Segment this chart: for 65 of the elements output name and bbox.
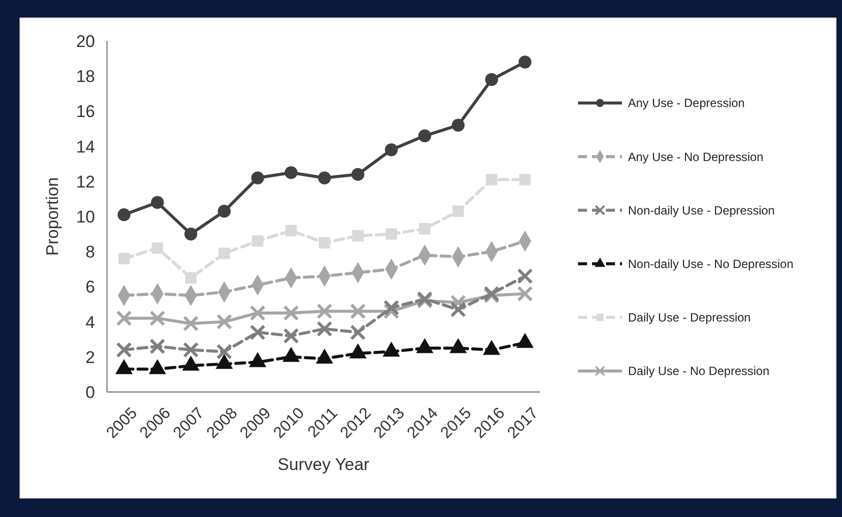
point [351,168,364,181]
legend-label: Daily Use - Depression [628,310,751,325]
point [216,314,232,330]
y-axis-title: Proportion [43,177,62,256]
point [486,174,498,186]
point [283,305,300,321]
point [185,272,197,284]
x-axis-title: Survey Year [278,455,370,474]
y-tick-label: 6 [86,278,95,297]
point [318,237,330,249]
y-tick-label: 0 [86,382,95,402]
point [283,328,300,344]
legend-label: Non-daily Use - No Depression [628,257,794,271]
point [118,252,130,264]
point [182,342,199,358]
point [116,310,132,326]
point [519,174,531,186]
legend-label: Any Use - No Depression [628,150,764,164]
point [419,223,430,234]
point [485,73,498,86]
point [182,316,199,332]
point [251,171,264,184]
point [384,143,398,156]
point [350,303,366,320]
point [118,208,130,222]
point [452,206,464,217]
point [284,166,298,180]
y-tick-label: 16 [76,102,95,122]
y-tick-label: 18 [76,67,95,86]
legend-label: Any Use - Depression [628,96,745,110]
point [250,305,266,321]
y-tick-label: 12 [76,172,95,192]
point [218,204,231,218]
point [517,268,533,284]
point [517,286,533,302]
point [184,228,198,240]
point [418,129,432,142]
point [318,171,331,184]
point [450,302,466,318]
point [250,324,266,340]
point [216,344,232,360]
point [152,242,164,254]
point [452,118,465,132]
point [350,324,366,340]
point [316,303,332,320]
point [218,248,230,260]
point [386,228,398,240]
point [352,230,364,242]
point [285,224,297,236]
y-tick-label: 2 [86,348,95,367]
point [149,310,166,326]
y-tick-label: 4 [86,312,95,332]
y-tick-label: 10 [76,207,95,226]
y-tick-label: 20 [76,32,95,51]
point [149,338,166,354]
point [316,320,332,337]
y-tick-label: 14 [76,137,95,156]
y-tick-label: 8 [86,242,95,262]
legend-label: Non-daily Use - Depression [628,203,775,218]
point [518,56,532,68]
point [150,196,164,209]
point [116,342,132,358]
point [252,235,264,247]
point [383,300,400,316]
legend-label: Daily Use - No Depression [628,364,770,378]
